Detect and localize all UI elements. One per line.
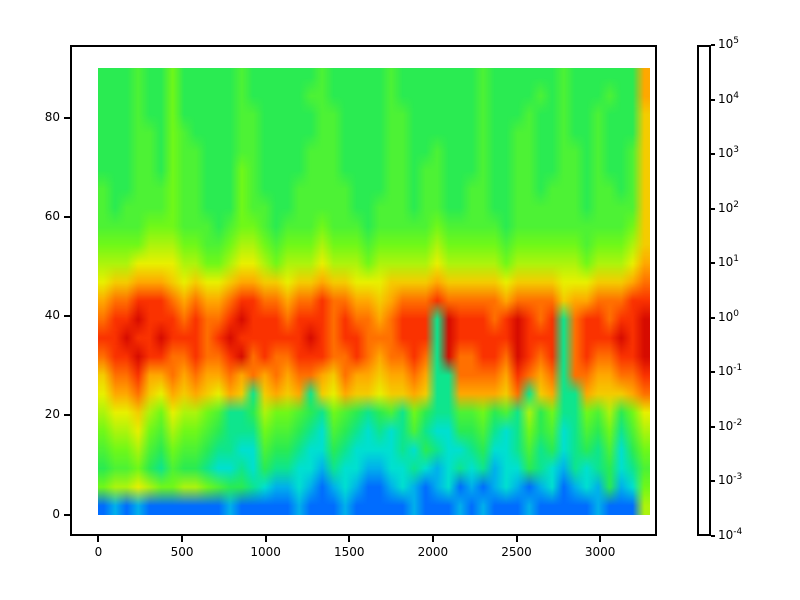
x-tick-mark xyxy=(97,536,100,542)
colorbar-tick-label: 103 xyxy=(718,145,762,161)
x-tick-mark xyxy=(264,536,267,542)
colorbar-label-mantissa: 10 xyxy=(718,364,734,379)
x-tick-label: 1000 xyxy=(250,545,281,559)
x-tick-mark xyxy=(348,536,351,542)
colorbar-tick-mark xyxy=(711,98,715,101)
x-tick-label: 3000 xyxy=(584,545,616,559)
colorbar-tick-label: 100 xyxy=(718,308,762,324)
colorbar-label-mantissa: 10 xyxy=(718,37,734,51)
colorbar-label-exponent: 3 xyxy=(733,145,740,156)
colorbar-label-exponent: 4 xyxy=(733,90,740,101)
colorbar-tick-mark xyxy=(711,425,715,428)
x-tick-mark xyxy=(515,536,518,542)
colorbar-label-mantissa: 10 xyxy=(718,91,734,106)
colorbar-tick-mark xyxy=(711,316,715,319)
x-tick-label: 0 xyxy=(94,545,103,559)
y-tick-label: 60 xyxy=(44,209,60,224)
colorbar-label-mantissa: 10 xyxy=(718,309,734,324)
colorbar-tick-mark xyxy=(711,371,715,374)
colorbar-label-mantissa: 10 xyxy=(718,473,734,488)
colorbar-label-exponent: 5 xyxy=(733,36,740,46)
y-tick-label: 40 xyxy=(44,308,60,323)
colorbar-tick-mark xyxy=(711,480,715,483)
heatmap-canvas xyxy=(98,68,650,515)
colorbar-tick-label: 10-1 xyxy=(718,363,762,379)
colorbar-label-exponent: -2 xyxy=(733,417,743,428)
x-tick-mark xyxy=(181,536,184,542)
colorbar-label-exponent: -4 xyxy=(733,527,743,537)
y-tick-mark xyxy=(64,414,70,417)
y-tick-mark xyxy=(64,513,70,516)
colorbar-label-exponent: -1 xyxy=(733,363,743,374)
colorbar-tick-label: 10-2 xyxy=(718,417,762,433)
colorbar-tick-label: 102 xyxy=(718,199,762,215)
y-tick-mark xyxy=(64,315,70,318)
colorbar-label-mantissa: 10 xyxy=(718,528,734,542)
colorbar-label-mantissa: 10 xyxy=(718,146,734,161)
colorbar-label-mantissa: 10 xyxy=(718,255,734,270)
y-tick-label: 0 xyxy=(52,506,60,521)
colorbar-label-exponent: 1 xyxy=(733,254,740,265)
y-tick-mark xyxy=(64,116,70,119)
colorbar-tick-label: 10-3 xyxy=(718,472,762,488)
x-tick-label: 500 xyxy=(170,545,194,559)
colorbar-tick-label: 10-4 xyxy=(718,527,762,543)
colorbar-label-mantissa: 10 xyxy=(718,418,734,433)
colorbar-label-exponent: 0 xyxy=(733,308,740,319)
x-tick-mark xyxy=(599,536,602,542)
colorbar-tick-mark xyxy=(711,44,715,46)
colorbar-tick-mark xyxy=(711,535,715,537)
colorbar-tick-mark xyxy=(711,153,715,156)
x-tick-label: 1500 xyxy=(334,545,365,559)
colorbar-tick-mark xyxy=(711,207,715,210)
x-tick-label: 2000 xyxy=(417,545,449,559)
colorbar-label-mantissa: 10 xyxy=(718,200,734,215)
x-tick-label: 2500 xyxy=(501,545,532,559)
colorbar-label-exponent: -3 xyxy=(733,472,743,483)
y-tick-mark xyxy=(64,216,70,219)
colorbar-tick-label: 104 xyxy=(718,90,762,106)
x-tick-mark xyxy=(431,536,434,542)
colorbar-frame xyxy=(697,45,711,536)
colorbar-label-exponent: 2 xyxy=(733,199,740,210)
y-tick-label: 20 xyxy=(44,407,60,422)
colorbar-tick-label: 101 xyxy=(718,254,762,270)
colorbar-tick-label: 105 xyxy=(718,36,762,52)
colorbar-tick-mark xyxy=(711,262,715,265)
y-tick-label: 80 xyxy=(44,109,60,124)
